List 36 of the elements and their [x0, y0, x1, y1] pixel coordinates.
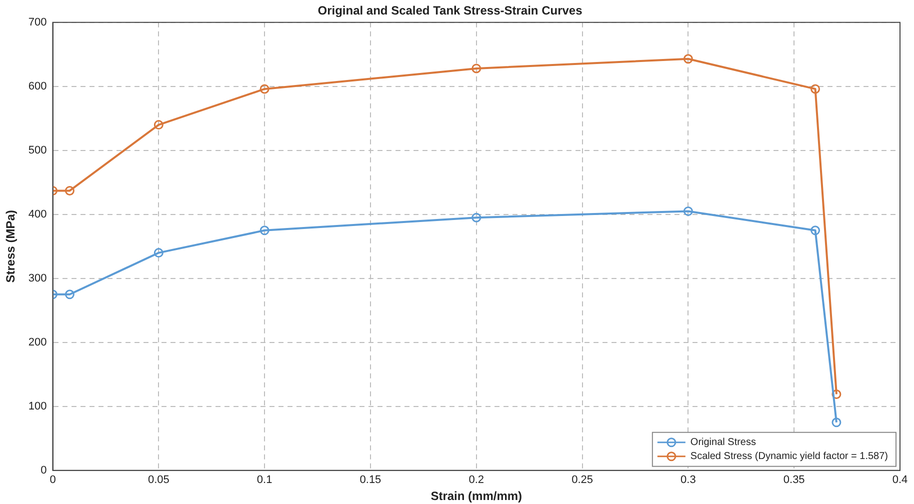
- y-tick-label: 500: [28, 144, 47, 156]
- point: [683, 54, 693, 64]
- y-axis-title: Stress (MPa): [4, 210, 18, 283]
- point: [810, 226, 820, 236]
- x-tick-label: 0.3: [680, 474, 696, 486]
- point: [472, 64, 482, 74]
- x-tick-label: 0.2: [468, 474, 484, 486]
- x-tick-label: 0.15: [360, 474, 382, 486]
- x-tick-label: 0: [50, 474, 56, 486]
- point: [832, 418, 842, 428]
- y-tick-label: 300: [28, 272, 47, 284]
- point: [154, 120, 164, 130]
- legend-label: Original Stress: [690, 437, 756, 448]
- x-axis-title: Strain (mm/mm): [430, 489, 522, 504]
- x-tick-label: 0.1: [256, 474, 272, 486]
- y-tick-label: 400: [28, 208, 47, 220]
- x-tick-label: 0.35: [783, 474, 805, 486]
- point: [64, 186, 74, 196]
- point: [64, 290, 74, 300]
- y-tick-label: 600: [28, 80, 47, 92]
- point: [832, 389, 842, 399]
- point: [472, 212, 482, 222]
- y-tick-label: 700: [28, 16, 47, 28]
- point: [154, 248, 164, 258]
- x-tick-label: 0.05: [148, 474, 170, 486]
- x-tick-label: 0.25: [572, 474, 593, 486]
- chart-title: Original and Scaled Tank Stress-Strain Curves: [318, 4, 583, 18]
- y-tick-label: 200: [28, 336, 47, 348]
- point: [260, 84, 270, 94]
- y-tick-label: 100: [28, 400, 47, 412]
- point: [810, 84, 820, 94]
- x-tick-label: 0.4: [892, 474, 908, 486]
- point: [683, 206, 693, 216]
- point: [260, 226, 270, 236]
- legend-label: Scaled Stress (Dynamic yield factor = 1.587): [690, 451, 888, 462]
- y-tick-label: 0: [40, 464, 47, 476]
